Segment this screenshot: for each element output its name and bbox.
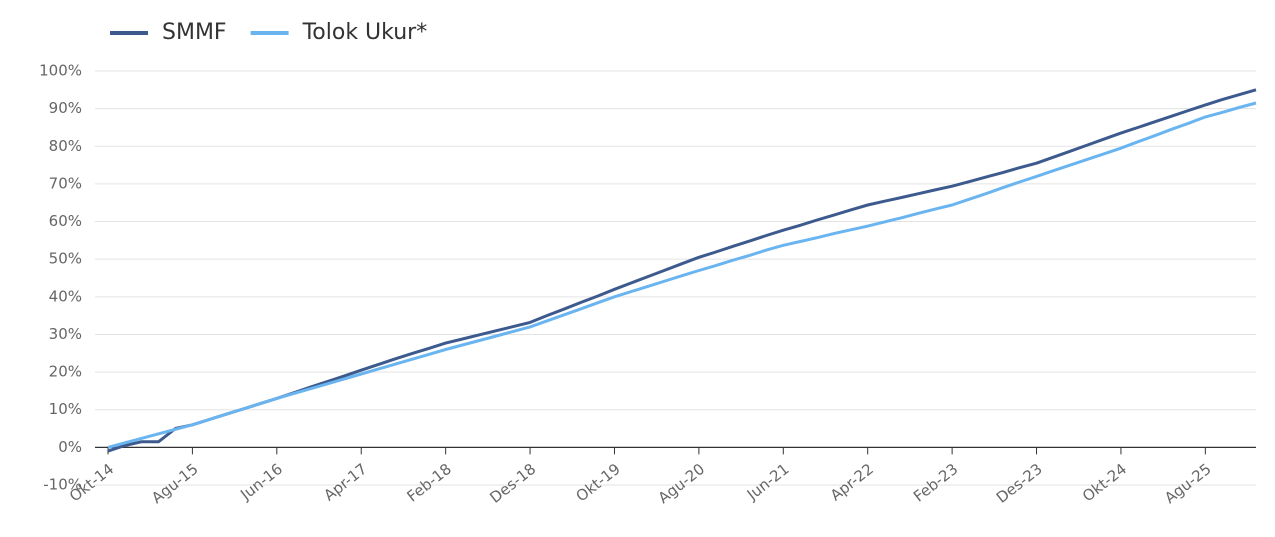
y-tick-label: 50% — [49, 250, 82, 268]
x-tick-label: Apr-22 — [827, 460, 877, 505]
y-tick-label: 30% — [49, 325, 82, 343]
y-tick-label: 20% — [49, 363, 82, 381]
legend-label: Tolok Ukur* — [302, 20, 428, 45]
x-tick-label: Okt-24 — [1079, 460, 1130, 506]
x-tick-label: Jun-16 — [236, 460, 286, 504]
y-tick-label: 90% — [49, 99, 82, 117]
x-tick-label: Agu-15 — [148, 460, 201, 507]
y-tick-label: 0% — [58, 438, 82, 456]
y-tick-label: 100% — [39, 62, 82, 80]
x-tick-label: Feb-18 — [404, 460, 455, 506]
x-tick-label: Agu-25 — [1161, 460, 1214, 507]
y-tick-label: 10% — [49, 400, 82, 418]
legend-label: SMMF — [162, 20, 227, 45]
series-line — [107, 101, 1257, 449]
y-tick-label: 40% — [49, 287, 82, 305]
y-tick-label: 70% — [49, 174, 82, 192]
x-tick-label: Des-23 — [993, 460, 1046, 507]
x-tick-label: Des-18 — [486, 460, 539, 507]
x-tick-label: Agu-20 — [655, 460, 708, 507]
x-tick-label: Jun-21 — [743, 460, 793, 504]
x-tick-label: Apr-17 — [320, 460, 370, 505]
y-tick-label: -10% — [43, 476, 82, 494]
y-tick-label: 60% — [49, 212, 82, 230]
y-tick-label: 80% — [49, 137, 82, 155]
x-tick-label: Okt-19 — [573, 460, 624, 506]
x-tick-label: Feb-23 — [910, 460, 961, 506]
